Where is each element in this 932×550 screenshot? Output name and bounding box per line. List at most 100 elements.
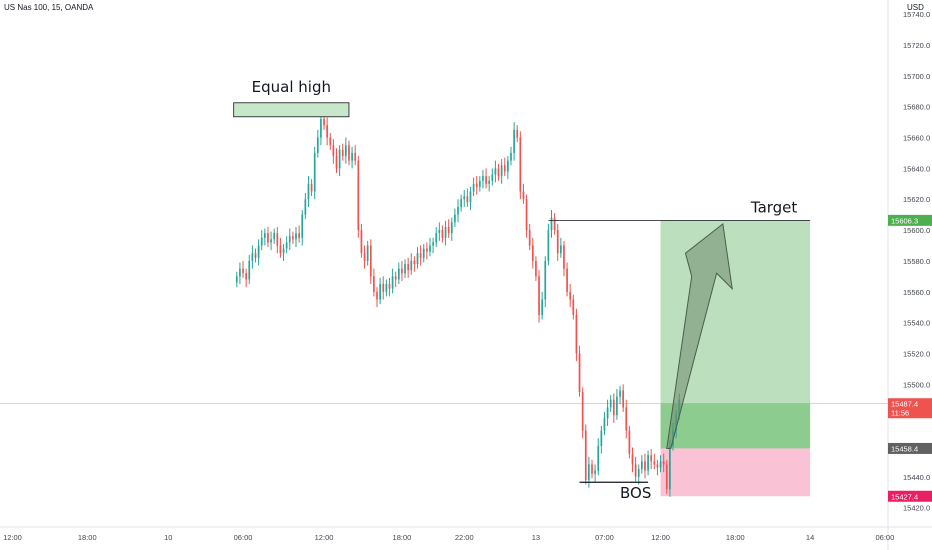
current-price-badge-time: 11:56: [891, 409, 909, 418]
x-tick-label: 12:00: [651, 533, 670, 542]
candle-body: [612, 399, 615, 416]
candle-body: [379, 284, 381, 300]
candle-body: [578, 353, 581, 392]
candle-body: [242, 268, 244, 274]
x-axis: 12:00 18:00 10 06:00 12:00 18:00 22:00 13 07:00 1…: [0, 526, 932, 542]
candle-body: [357, 160, 360, 231]
target-label: Target: [750, 198, 798, 216]
candle-body: [438, 230, 441, 234]
candle-body: [279, 245, 282, 254]
stop-price-badge: [888, 490, 932, 502]
candle-body: [316, 137, 319, 153]
candle-body: [282, 248, 285, 254]
x-tick-label: 12:00: [3, 533, 22, 542]
entry-price-badge: [888, 442, 932, 454]
candle-body: [329, 137, 332, 146]
entry-price-badge-text: 15458.4: [891, 444, 918, 453]
candle-body: [472, 183, 475, 192]
candle-body: [338, 149, 341, 169]
x-tick-label: 07:00: [595, 533, 614, 542]
candle-body: [628, 430, 631, 454]
candle-body: [239, 268, 241, 277]
candle-body: [429, 245, 431, 252]
candle-body: [416, 253, 419, 264]
candle-body: [248, 260, 251, 280]
candle-body: [522, 191, 525, 200]
candle-body: [650, 455, 653, 462]
candle-body: [426, 248, 428, 252]
candle-body: [659, 461, 662, 468]
candle-body: [382, 284, 385, 292]
candle-body: [376, 291, 378, 300]
equal-high-box: [233, 102, 350, 118]
candle-body: [640, 461, 643, 470]
candle-body: [503, 165, 506, 172]
candle-body: [544, 260, 547, 300]
candle-body: [401, 268, 403, 274]
candle-body: [637, 469, 640, 477]
y-tick-label: 15700.0: [903, 72, 930, 81]
candle-body: [547, 230, 550, 261]
currency-label: USD: [907, 3, 924, 12]
candle-body: [447, 226, 450, 234]
y-tick-label: 15440.0: [903, 473, 930, 482]
candle-body: [581, 392, 584, 431]
candle-body: [257, 245, 260, 258]
current-price-badge-text: 15487.4: [891, 400, 918, 409]
target-price-badge: [888, 214, 932, 226]
candle-body: [366, 245, 369, 261]
candle-body: [541, 299, 544, 315]
candle-body: [267, 233, 269, 243]
candle-body: [653, 461, 656, 465]
candle-body: [616, 396, 618, 416]
candle-body: [482, 176, 484, 181]
current-price-badge: [888, 398, 932, 419]
y-tick-label: 15640.0: [903, 164, 930, 173]
candle-body: [603, 418, 606, 431]
candle-body: [606, 407, 609, 419]
candle-body: [669, 445, 671, 490]
candle-body: [373, 276, 375, 292]
candle-body: [513, 129, 515, 153]
position-zones: [0, 220, 888, 497]
candle-body: [463, 196, 466, 200]
candle-body: [600, 430, 603, 446]
candle-body: [354, 152, 357, 161]
x-tick-label: 10: [164, 533, 172, 542]
candle-body: [644, 461, 646, 471]
candle-body: [525, 199, 528, 231]
x-tick-label: 06:00: [875, 533, 894, 542]
candle-body: [320, 119, 322, 138]
candle-body: [332, 145, 335, 157]
y-tick-label: 15660.0: [903, 134, 930, 143]
candle-body: [469, 191, 472, 203]
candle-body: [285, 242, 288, 249]
candle-body: [419, 253, 422, 258]
candle-body: [559, 245, 562, 254]
stop-zone: [660, 448, 811, 497]
candle-body: [369, 245, 372, 277]
candle-body: [254, 253, 257, 258]
y-tick-label: 15680.0: [903, 103, 930, 112]
x-tick-label: 18:00: [78, 533, 97, 542]
candle-body: [351, 152, 353, 161]
candle-body: [531, 245, 534, 261]
x-tick-label: 06:00: [234, 533, 253, 542]
candle-body: [584, 430, 587, 480]
x-tick-label: 13: [532, 533, 540, 542]
candle-body: [251, 253, 254, 261]
y-tick-label: 15580.0: [903, 257, 930, 266]
candle-body: [307, 183, 310, 200]
candle-body: [516, 129, 519, 138]
x-tick-label: 14: [806, 533, 814, 542]
candle-body: [475, 183, 478, 187]
candle-body: [410, 260, 413, 271]
candle-body: [363, 253, 366, 261]
candle-body: [344, 145, 347, 157]
candle-body: [662, 461, 665, 465]
y-tick-label: 15520.0: [903, 349, 930, 358]
x-tick-label: 18:00: [393, 533, 412, 542]
y-tick-label: 15560.0: [903, 288, 930, 297]
candle-body: [404, 264, 406, 274]
